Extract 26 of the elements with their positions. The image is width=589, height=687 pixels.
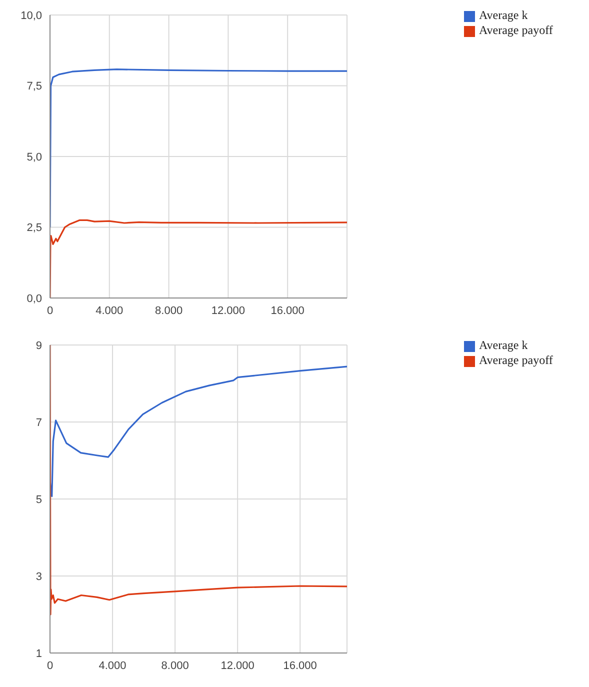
x-tick-label: 16.000: [283, 660, 317, 672]
y-tick-label: 7: [36, 416, 42, 429]
y-tick-label: 3: [36, 570, 42, 583]
y-tick-label: 5: [36, 494, 42, 506]
x-tick-label: 4.000: [98, 660, 126, 672]
x-tick-label: 12.000: [220, 660, 254, 672]
legend-label: Average k: [479, 8, 528, 22]
y-tick-label: 7,5: [26, 80, 42, 93]
legend-label: Average payoff: [479, 353, 553, 367]
x-tick-label: 0: [46, 660, 54, 672]
x-tick-label: 8.000: [155, 304, 183, 317]
x-tick-label: 16.000: [270, 304, 304, 317]
y-tick-label: 10,0: [20, 10, 42, 22]
x-tick-label: 12.000: [211, 304, 246, 317]
legend-label: Average k: [479, 338, 528, 352]
x-tick-label: 8.000: [161, 660, 189, 672]
line-series: [50, 366, 347, 498]
y-tick-label: 1: [36, 648, 42, 660]
y-tick-label: 2,5: [26, 222, 42, 234]
x-tick-label: 0: [46, 304, 54, 317]
y-tick-label: 0,0: [26, 292, 42, 305]
line-series: [50, 68, 347, 228]
y-tick-label: 5,0: [26, 151, 42, 164]
x-tick-label: 4.000: [96, 304, 124, 317]
y-tick-label: 9: [36, 340, 42, 352]
legend-label: Average payoff: [479, 23, 553, 37]
